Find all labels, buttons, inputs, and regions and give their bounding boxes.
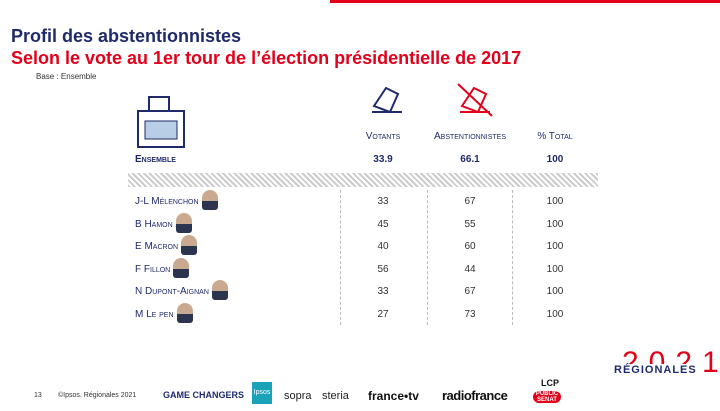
page-number: 13 bbox=[34, 392, 42, 399]
logo-sopra: sopra bbox=[284, 390, 312, 402]
col-divider bbox=[512, 190, 513, 325]
cell: 60 bbox=[464, 241, 476, 253]
row-label: F Fillon bbox=[135, 263, 171, 275]
logo-radiofrance: radiofrance bbox=[442, 388, 508, 403]
col-divider bbox=[340, 190, 341, 325]
logo-francetv: france•tv bbox=[368, 389, 419, 403]
row-label: Ensemble bbox=[135, 154, 176, 165]
top-bar bbox=[330, 0, 720, 3]
row-label: N Dupont-Aignan bbox=[135, 286, 209, 298]
cell: 27 bbox=[377, 309, 389, 320]
cell: 33 bbox=[377, 286, 389, 298]
cell: 73 bbox=[464, 309, 476, 320]
abstain-icon bbox=[457, 83, 493, 117]
portrait bbox=[173, 257, 189, 278]
cell: 67 bbox=[464, 196, 476, 207]
cell: 45 bbox=[377, 218, 389, 230]
cell: 33.9 bbox=[373, 154, 393, 165]
cell: 100 bbox=[546, 263, 564, 275]
cell: 55 bbox=[464, 218, 476, 230]
cell: 100 bbox=[546, 309, 564, 320]
cell: 100 bbox=[546, 218, 564, 230]
cell: 100 bbox=[546, 154, 564, 165]
logo-ipsos: Ipsos bbox=[252, 382, 272, 404]
portrait bbox=[176, 212, 192, 233]
tagline: GAME CHANGERS bbox=[163, 390, 245, 400]
cell: 66.1 bbox=[460, 154, 480, 165]
portrait bbox=[177, 303, 193, 323]
column-header: % Total bbox=[537, 131, 573, 142]
logo-public-senat: PUBLIC SENAT bbox=[533, 391, 561, 403]
column-header: Votants bbox=[365, 131, 401, 142]
cell: 56 bbox=[377, 263, 389, 275]
row-label: J-L Mélenchon bbox=[135, 196, 199, 207]
portrait bbox=[212, 280, 228, 301]
logo-lcp: LCP bbox=[541, 378, 559, 388]
cell: 100 bbox=[546, 196, 564, 207]
copyright: ©Ipsos. Régionales 2021 bbox=[58, 392, 137, 399]
cell: 40 bbox=[377, 241, 389, 253]
row-label: M Le pen bbox=[135, 309, 174, 320]
cell: 67 bbox=[464, 286, 476, 298]
base-note: Base : Ensemble bbox=[36, 72, 97, 81]
vote-icon bbox=[372, 86, 402, 114]
row-label: E Macron bbox=[135, 241, 179, 253]
brand-name: RÉGIONALES bbox=[612, 364, 699, 376]
row-label: B Hamon bbox=[135, 218, 173, 230]
cell: 100 bbox=[546, 241, 564, 253]
logo-steria: steria bbox=[322, 390, 349, 402]
title: Profil des abstentionnistes bbox=[11, 26, 242, 46]
subtitle: Selon le vote au 1er tour de l’élection … bbox=[11, 48, 522, 68]
portrait bbox=[202, 190, 218, 210]
portrait bbox=[181, 235, 197, 256]
ballot-box-icon bbox=[137, 96, 185, 148]
cell: 44 bbox=[464, 263, 476, 275]
cell: 100 bbox=[546, 286, 564, 298]
separator-band bbox=[128, 173, 598, 187]
col-divider bbox=[427, 190, 428, 325]
column-header: Abstentionnistes bbox=[433, 131, 506, 142]
cell: 33 bbox=[377, 196, 389, 207]
